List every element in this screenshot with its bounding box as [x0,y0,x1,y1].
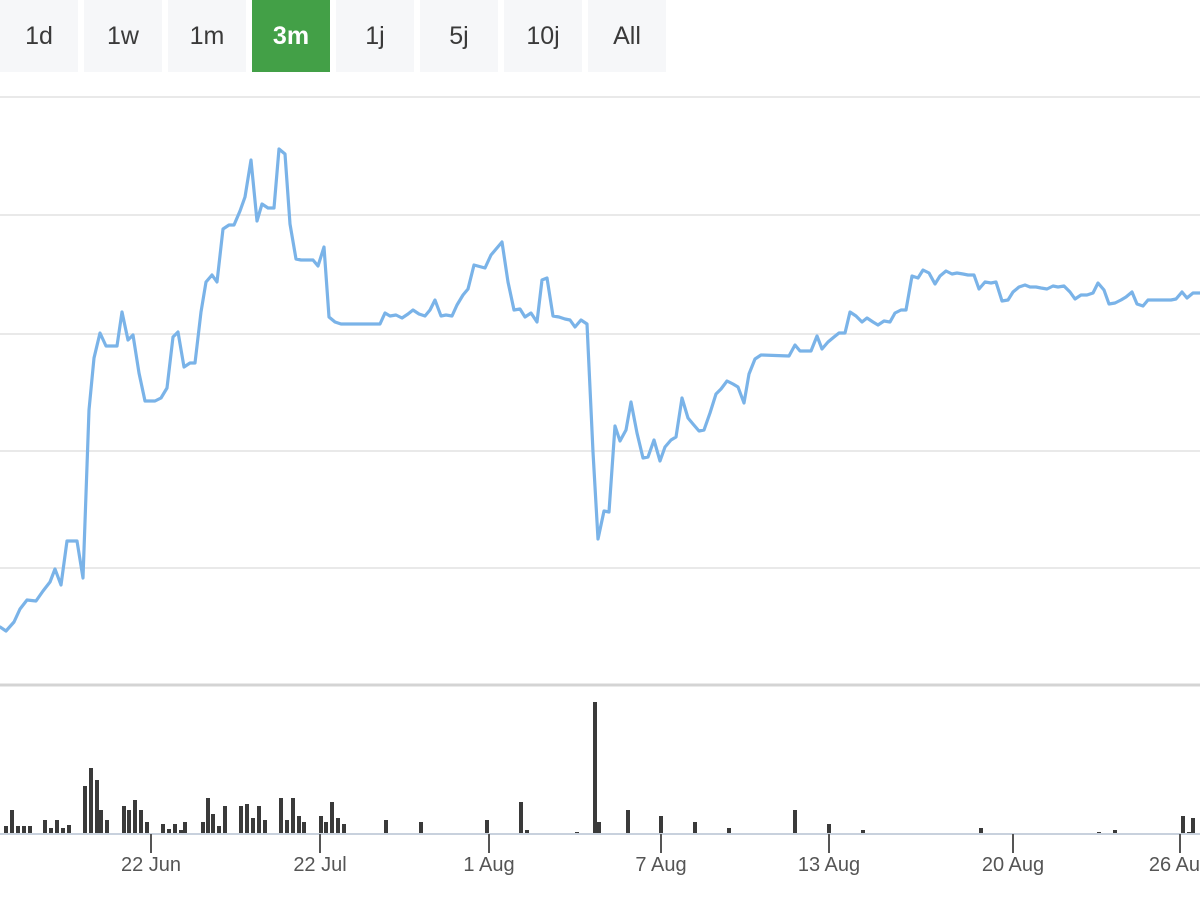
volume-bar-62 [1113,830,1117,834]
volume-bar-7 [55,820,59,834]
volume-bar-12 [95,780,99,834]
range-button-1m[interactable]: 1m [168,0,246,72]
volume-bar-24 [183,822,187,834]
volume-bar-63 [1181,816,1185,834]
volume-bar-52 [597,822,601,834]
volume-bar-37 [291,798,295,834]
volume-bar-14 [105,820,109,834]
x-tick-label-6: 26 Aug [1149,854,1200,876]
volume-bar-28 [217,826,221,834]
volume-bar-59 [861,830,865,834]
volume-bar-43 [336,818,340,834]
x-tick-label-1: 22 Jul [293,854,346,876]
x-tick-label-0: 22 Jun [121,854,181,876]
volume-bar-47 [485,820,489,834]
volume-bar-1 [10,810,14,834]
volume-bar-21 [167,829,171,834]
volume-bar-46 [419,822,423,834]
x-tick-label-3: 7 Aug [635,854,686,876]
volume-bar-29 [223,806,227,834]
volume-bar-51 [593,702,597,834]
range-button-10j[interactable]: 10j [504,0,582,72]
volume-bar-38 [297,816,301,834]
volume-bar-23 [179,830,183,834]
volume-bar-56 [727,828,731,834]
volume-bar-36 [285,820,289,834]
volume-bar-60 [979,828,983,834]
volume-bar-26 [206,798,210,834]
volume-bar-58 [827,824,831,834]
volume-bar-33 [257,806,261,834]
volume-bar-0 [4,826,8,834]
chart-grid [0,96,1200,687]
range-button-5j[interactable]: 5j [420,0,498,72]
volume-bar-19 [145,822,149,834]
volume-bar-22 [173,824,177,834]
volume-bar-4 [28,826,32,834]
volume-bar-40 [319,816,323,834]
volume-bar-2 [16,826,20,834]
volume-bar-15 [122,806,126,834]
volume-bar-35 [279,798,283,834]
volume-bar-13 [99,810,103,834]
volume-bar-49 [525,830,529,834]
x-tick-label-2: 1 Aug [463,854,514,876]
volume-bar-10 [83,786,87,834]
volume-bar-6 [49,828,53,834]
volume-bar-18 [139,810,143,834]
volume-bar-39 [302,822,306,834]
range-button-1d[interactable]: 1d [0,0,78,72]
volume-bar-65 [1191,818,1195,834]
volume-bar-16 [127,810,131,834]
volume-bar-48 [519,802,523,834]
volume-bar-41 [324,822,328,834]
volume-bar-25 [201,822,205,834]
volume-bar-42 [330,802,334,834]
price-line-layer [0,147,1200,633]
volume-bar-17 [133,800,137,834]
volume-bar-8 [61,828,65,834]
volume-bar-30 [239,806,243,834]
volume-bar-57 [793,810,797,834]
range-button-1w[interactable]: 1w [84,0,162,72]
x-tick-label-4: 13 Aug [798,854,860,876]
volume-bar-20 [161,824,165,834]
volume-bar-45 [384,820,388,834]
volume-bar-55 [693,822,697,834]
range-button-all[interactable]: All [588,0,666,72]
x-tick-label-5: 20 Aug [982,854,1044,876]
volume-bar-34 [263,820,267,834]
volume-bar-5 [43,820,47,834]
volume-bar-11 [89,768,93,834]
volume-bar-27 [211,814,215,834]
volume-bar-32 [251,818,255,834]
volume-bar-31 [245,804,249,834]
x-axis: 22 Jun 22 Jul 1 Aug 7 Aug 13 Aug 20 Aug 26 Aug [121,834,1200,876]
volume-bar-44 [342,824,346,834]
volume-bar-3 [22,826,26,834]
volume-bars [0,702,1200,835]
volume-bar-9 [67,825,71,834]
volume-bar-54 [659,816,663,834]
range-button-1j[interactable]: 1j [336,0,414,72]
volume-bar-53 [626,810,630,834]
price-line [0,147,1200,633]
range-button-3m[interactable]: 3m [252,0,330,72]
